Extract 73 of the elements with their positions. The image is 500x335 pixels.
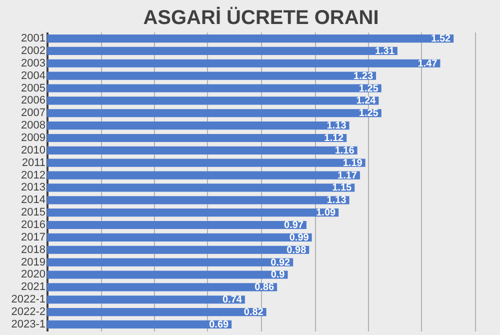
data-label: 0.74 (222, 294, 242, 306)
y-tick-label: 2012 (21, 169, 46, 182)
data-label: 0.99 (289, 232, 310, 244)
y-tick-label: 2023-1 (11, 318, 46, 330)
data-label: 0.92 (270, 257, 291, 268)
data-label: 1.25 (358, 108, 379, 120)
chart-title: ASGARİ ÜCRETE ORANI (143, 6, 379, 29)
data-label: 1.15 (332, 182, 352, 194)
bar (47, 184, 355, 192)
bar (47, 46, 398, 55)
bar (47, 34, 454, 43)
y-tick-label: 2019 (21, 256, 46, 268)
bar (47, 59, 440, 68)
bar (47, 146, 358, 154)
y-tick-label: 2009 (21, 132, 46, 144)
bar (47, 122, 350, 130)
bar (47, 72, 376, 80)
data-label: 1.52 (431, 34, 452, 45)
bar (47, 258, 294, 266)
y-tick-label: 2007 (21, 107, 46, 120)
data-label: 1.19 (342, 158, 363, 169)
y-tick-label: 2004 (21, 70, 46, 82)
data-label: 1.13 (326, 195, 347, 206)
bar (47, 171, 360, 180)
data-label: 1.31 (374, 46, 395, 57)
bar (47, 158, 366, 167)
data-label: 1.16 (334, 145, 355, 156)
data-label: 0.9 (270, 270, 286, 281)
data-label: 1.23 (354, 70, 374, 82)
data-label: 0.97 (284, 220, 304, 232)
y-tick-label: 2003 (21, 57, 46, 70)
bar (47, 270, 288, 279)
bar (47, 308, 266, 316)
data-label: 1.24 (356, 96, 376, 107)
y-tick-label: 2002 (21, 44, 46, 57)
bar (47, 84, 382, 92)
y-tick-label: 2018 (21, 244, 46, 256)
data-label: 1.09 (316, 208, 336, 219)
y-tick-label: 2016 (21, 219, 46, 232)
y-tick-label: 2017 (21, 231, 46, 244)
y-tick-label: 2001 (21, 32, 46, 45)
data-label: 0.69 (209, 319, 230, 330)
y-tick-label: 2005 (21, 82, 46, 94)
bar (47, 196, 350, 204)
bar (47, 109, 382, 118)
data-label: 1.25 (358, 83, 379, 94)
data-label: 0.86 (254, 282, 274, 294)
data-label: 1.13 (326, 120, 347, 132)
y-tick-label: 2020 (21, 268, 46, 281)
bar (47, 320, 232, 329)
bar (47, 208, 339, 217)
bar (47, 233, 312, 242)
y-tick-label: 2010 (21, 144, 46, 156)
bar (47, 246, 310, 254)
bar (47, 296, 245, 304)
data-label: 1.47 (418, 58, 438, 70)
y-tick-label: 2006 (21, 94, 46, 107)
bar (47, 134, 347, 142)
data-label: 0.98 (286, 244, 307, 256)
y-tick-label: 2021 (21, 281, 46, 294)
bar (47, 283, 278, 292)
y-tick-label: 2022-1 (11, 294, 46, 306)
y-tick-label: 2011 (22, 156, 46, 169)
y-tick-label: 2013 (21, 182, 46, 194)
bar (47, 220, 306, 230)
y-tick-label: 2015 (21, 206, 46, 219)
data-label: 0.82 (244, 307, 264, 318)
y-tick-label: 2008 (21, 120, 46, 132)
y-tick-label: 2022-2 (11, 306, 46, 318)
data-label: 1.17 (338, 170, 358, 182)
bar (47, 96, 379, 105)
data-label: 1.12 (324, 132, 344, 144)
y-tick-label: 2014 (21, 194, 46, 206)
